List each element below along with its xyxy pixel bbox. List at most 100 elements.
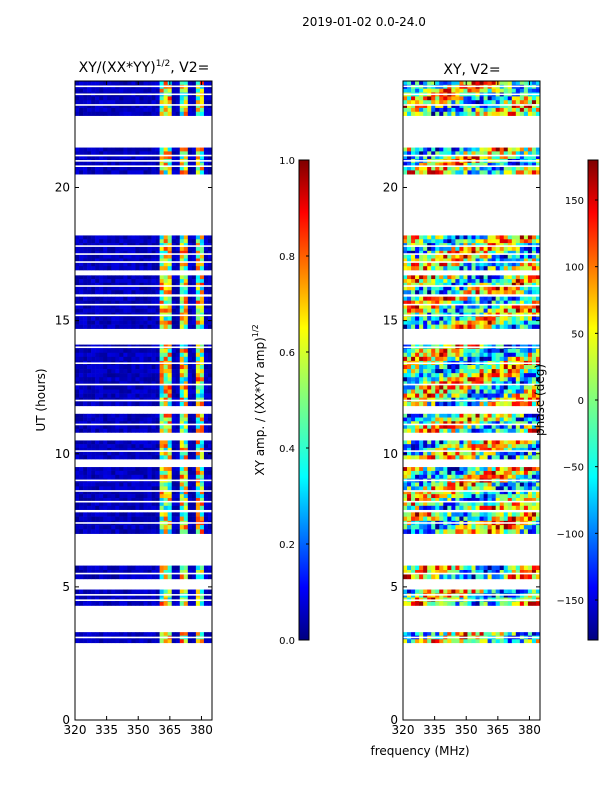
heatmap-cell (199, 393, 205, 398)
heatmap-cell (527, 486, 533, 491)
heatmap-cell (79, 444, 84, 449)
heatmap-cell (475, 470, 480, 476)
heatmap-cell (431, 369, 436, 374)
heatmap-cell (459, 512, 464, 517)
heatmap-cell (171, 100, 177, 105)
heatmap-cell (475, 385, 480, 390)
heatmap-cell (503, 428, 509, 433)
heatmap-cell (447, 440, 452, 445)
heatmap-cell (407, 352, 412, 358)
heatmap-cell (87, 570, 92, 575)
heatmap-cell (95, 529, 100, 534)
heatmap-cell (463, 377, 468, 382)
heatmap-cell (403, 348, 408, 354)
heatmap-cell (79, 639, 84, 644)
heatmap-cell (167, 151, 173, 156)
heatmap-cell (87, 300, 92, 305)
heatmap-cell (463, 589, 468, 594)
heatmap-cell (127, 451, 132, 456)
heatmap-cell (187, 381, 193, 386)
heatmap-cell (123, 324, 128, 329)
heatmap-cell (167, 632, 173, 636)
heatmap-cell (179, 512, 185, 517)
heatmap-cell (167, 296, 173, 301)
heatmap-cell (515, 565, 521, 571)
heatmap-cell (99, 417, 104, 422)
heatmap-cell (103, 369, 108, 374)
heatmap-cell (435, 574, 440, 580)
heatmap-cell (95, 316, 100, 321)
heatmap-cell (171, 494, 177, 499)
heatmap-cell (175, 258, 181, 263)
heatmap-cell (511, 474, 517, 479)
heatmap-cell (455, 296, 460, 301)
heatmap-cell (91, 425, 96, 430)
heatmap-cell (207, 632, 213, 636)
heatmap-cell (195, 373, 201, 378)
heatmap-cell (479, 381, 484, 386)
heatmap-cell (467, 474, 472, 479)
heatmap-cell (483, 348, 488, 354)
heatmap-cell (159, 490, 164, 495)
heatmap-cell (527, 589, 533, 594)
heatmap-cell (435, 632, 440, 636)
heatmap-cell (179, 570, 185, 575)
heatmap-cell (195, 300, 201, 305)
heatmap-cell (203, 111, 209, 116)
heatmap-cell (107, 440, 112, 445)
heatmap-cell (475, 601, 480, 606)
heatmap-cell (443, 455, 448, 460)
heatmap-cell (87, 601, 92, 606)
heatmap-cell (523, 570, 529, 575)
heatmap-cell (195, 282, 201, 287)
heatmap-cell (103, 428, 108, 433)
heatmap-cell (175, 467, 181, 472)
heatmap-cell (527, 389, 533, 394)
heatmap-cell (195, 529, 201, 534)
heatmap-cell (123, 282, 128, 287)
heatmap-cell (503, 369, 509, 374)
heatmap-cell (179, 365, 185, 370)
heatmap-cell (535, 389, 541, 394)
heatmap-cell (139, 601, 144, 606)
heatmap-cell (111, 486, 116, 491)
heatmap-cell (427, 440, 432, 445)
heatmap-cell (451, 401, 456, 407)
heatmap-cell (91, 258, 96, 263)
heatmap-cell (515, 639, 521, 644)
heatmap-cell (415, 570, 420, 575)
heatmap-cell (107, 490, 112, 495)
heatmap-cell (491, 482, 496, 487)
heatmap-cell (95, 632, 100, 636)
heatmap-cell (119, 389, 124, 394)
heatmap-cell (475, 490, 480, 495)
heatmap-cell (155, 365, 160, 370)
heatmap-cell (527, 601, 533, 606)
heatmap-cell (123, 421, 128, 426)
heatmap-cell (107, 352, 112, 358)
heatmap-cell (131, 239, 136, 244)
heatmap-cell (471, 501, 476, 507)
heatmap-cell (423, 470, 428, 476)
heatmap-cell (171, 304, 177, 309)
heatmap-cell (99, 348, 104, 354)
heatmap-cell (423, 474, 428, 479)
heatmap-cell (499, 447, 505, 452)
heatmap-cell (159, 290, 164, 295)
heatmap-cell (503, 501, 509, 507)
heatmap-cell (207, 467, 213, 472)
heatmap-cell (475, 304, 480, 309)
heatmap-cell (199, 296, 205, 301)
heatmap-cell (443, 389, 448, 394)
heatmap-cell (95, 593, 100, 598)
heatmap-cell (419, 296, 424, 301)
heatmap-cell (451, 348, 456, 354)
heatmap-cell (171, 565, 177, 571)
heatmap-cell (507, 632, 513, 636)
heatmap-cell (483, 467, 488, 472)
heatmap-cell (95, 239, 100, 244)
heatmap-cell (195, 632, 201, 636)
heatmap-cell (83, 275, 88, 280)
heatmap-cell (415, 413, 420, 418)
heatmap-cell (479, 470, 484, 476)
